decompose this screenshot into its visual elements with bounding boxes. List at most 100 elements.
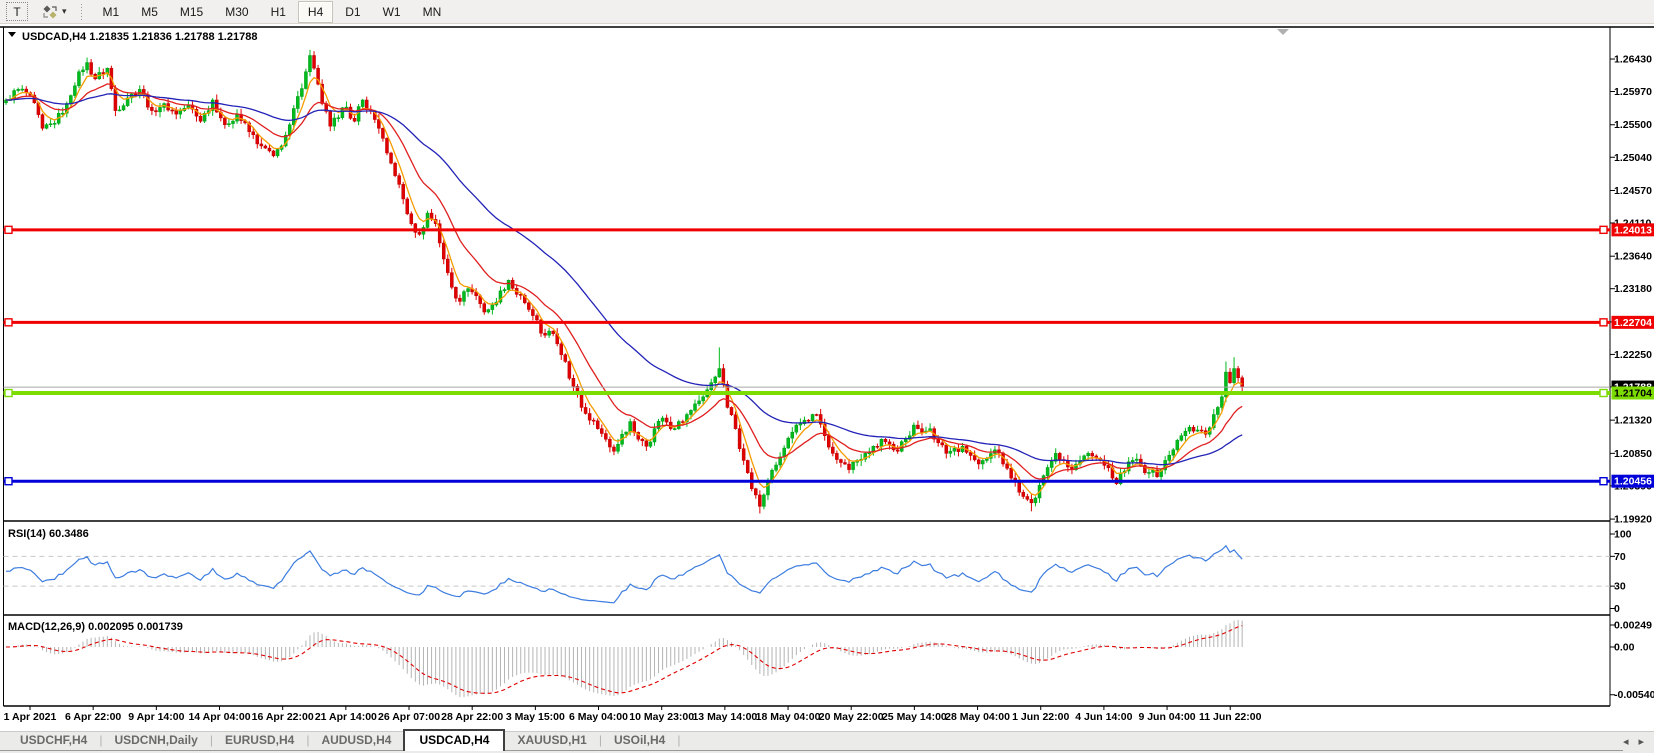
candle — [1017, 481, 1021, 493]
candle — [360, 99, 365, 107]
candle — [482, 303, 487, 313]
hline-resistance-lower-handle[interactable] — [1599, 318, 1608, 327]
hline-support-blue-handle[interactable] — [4, 477, 13, 486]
ma-slow-line — [6, 93, 1243, 466]
price-axis-label: 1.20850 — [1614, 448, 1652, 460]
candle — [591, 419, 596, 422]
timeframe-button-m5[interactable]: M5 — [131, 1, 168, 23]
candle — [895, 449, 900, 452]
candle — [640, 438, 645, 442]
chart-shift-marker-icon[interactable] — [1277, 29, 1289, 35]
candle — [595, 420, 600, 429]
chart-info-line: USDCAD,H4 1.21835 1.21836 1.21788 1.2178… — [22, 31, 257, 43]
candle — [393, 162, 397, 176]
chart-window[interactable]: 1.264301.259701.255001.250401.245701.241… — [0, 24, 1654, 731]
candle — [604, 433, 608, 440]
chart-tabstrip: USDCHF,H4 | USDCNH,Daily | EURUSD,H4 | A… — [0, 729, 1623, 751]
candle — [506, 279, 511, 290]
candle — [466, 288, 470, 292]
tab-separator: | — [99, 733, 103, 747]
candle — [790, 431, 795, 439]
candle — [632, 421, 636, 433]
candle — [77, 71, 81, 87]
time-axis-label: 4 Jun 14:00 — [1075, 711, 1132, 723]
candle — [778, 456, 782, 466]
candle — [231, 120, 235, 124]
time-axis-label: 6 May 04:00 — [569, 711, 628, 723]
candle — [413, 223, 418, 233]
rsi-axis-label: 100 — [1614, 529, 1632, 541]
price-axis-label: 1.25040 — [1614, 152, 1652, 164]
candle — [121, 105, 126, 111]
timeframe-button-mn[interactable]: MN — [413, 1, 452, 23]
candle — [1212, 414, 1216, 429]
candle — [308, 55, 312, 72]
candle — [316, 67, 320, 85]
tab-usoil-h4[interactable]: USOil,H4 — [613, 733, 666, 747]
ohlc-collapse-icon[interactable] — [8, 32, 16, 37]
candle — [417, 232, 422, 235]
candle — [875, 446, 880, 448]
styler-dropdown-arrow-icon[interactable]: ▾ — [62, 6, 67, 16]
chart-canvas[interactable]: 1.264301.259701.255001.250401.245701.241… — [0, 24, 1654, 731]
hline-resistance-upper-handle[interactable] — [1599, 225, 1608, 235]
candle — [681, 421, 685, 423]
candle — [450, 272, 454, 288]
timeframe-button-h1[interactable]: H1 — [261, 1, 296, 23]
time-axis-label: 16 Apr 22:00 — [252, 711, 314, 723]
candle — [616, 443, 620, 452]
candle — [831, 446, 835, 454]
tab-xauusd-h1[interactable]: XAUUSD,H1 — [517, 733, 587, 747]
tab-usdcad-h4-active[interactable]: USDCAD,H4 — [403, 729, 506, 751]
tab-audusd-h4[interactable]: AUDUSD,H4 — [321, 733, 392, 747]
candle — [210, 99, 215, 111]
time-axis-label: 28 Apr 22:00 — [441, 711, 503, 723]
macd-axis-label: -0.005403 — [1614, 689, 1654, 701]
candle — [948, 450, 953, 454]
candle — [745, 460, 750, 473]
candle — [904, 438, 908, 442]
tabs-scroll-left-icon[interactable]: ◂ — [1622, 736, 1629, 748]
candle — [73, 85, 77, 96]
candle — [664, 417, 669, 423]
candle — [709, 382, 713, 391]
timeframe-button-m15[interactable]: M15 — [170, 1, 213, 23]
timeframe-button-w1[interactable]: W1 — [373, 1, 411, 23]
candle — [944, 444, 949, 454]
timeframe-button-h4[interactable]: H4 — [297, 0, 334, 23]
candle — [814, 414, 819, 416]
tab-separator: | — [306, 733, 310, 747]
hline-support-blue-handle[interactable] — [1599, 477, 1608, 486]
text-tool-label: T — [13, 4, 21, 19]
candle — [446, 258, 450, 273]
candle — [1183, 430, 1188, 436]
hline-pivot-green-handle[interactable] — [4, 388, 13, 398]
candle — [292, 108, 296, 125]
text-tool-button[interactable]: T — [6, 2, 28, 21]
price-axis-label: 1.26430 — [1614, 54, 1652, 66]
timeframe-button-m30[interactable]: M30 — [215, 1, 258, 23]
candle — [729, 407, 734, 415]
candle — [583, 407, 588, 414]
price-axis-label: 1.23180 — [1614, 283, 1652, 295]
candle — [867, 452, 872, 454]
candle — [547, 330, 551, 336]
candle — [502, 289, 507, 292]
candle — [887, 441, 892, 445]
candle — [863, 453, 867, 460]
hline-resistance-upper-handle[interactable] — [4, 225, 13, 235]
candle — [85, 62, 89, 71]
hline-resistance-lower-handle[interactable] — [4, 318, 13, 327]
tab-usdcnh-daily[interactable]: USDCNH,Daily — [114, 733, 198, 747]
tab-eurusd-h4[interactable]: EURUSD,H4 — [224, 733, 295, 747]
timeframe-button-d1[interactable]: D1 — [335, 1, 370, 23]
styler-arrows-icon[interactable] — [40, 3, 60, 21]
hline-pivot-green-handle[interactable] — [1599, 388, 1608, 398]
tabs-scroll-right-icon[interactable]: ▸ — [1638, 736, 1644, 748]
candle — [69, 95, 73, 104]
timeframe-button-m1[interactable]: M1 — [93, 1, 130, 23]
price-axis-label: 1.25500 — [1614, 119, 1652, 131]
price-axis-label: 1.22250 — [1614, 349, 1652, 361]
tab-usdchf-h4[interactable]: USDCHF,H4 — [20, 733, 88, 747]
candle — [1005, 463, 1009, 469]
